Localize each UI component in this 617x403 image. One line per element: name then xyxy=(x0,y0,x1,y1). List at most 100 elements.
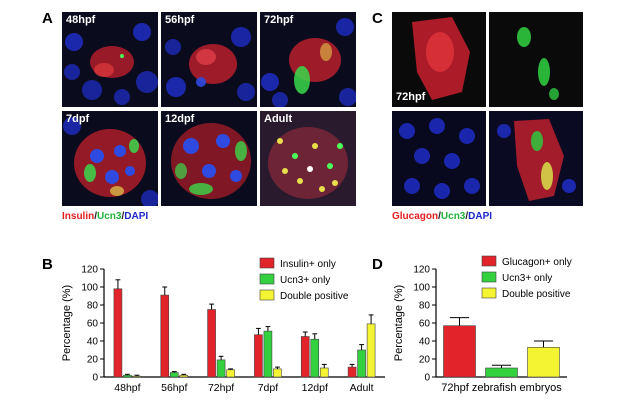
bar xyxy=(366,323,376,378)
bar xyxy=(132,375,142,378)
y-tick-label: 120 xyxy=(413,265,430,276)
y-tick-label: 40 xyxy=(87,337,99,348)
micrograph-adult-art xyxy=(260,111,356,206)
legend-label: Glucagon+ only xyxy=(502,257,572,268)
bar xyxy=(113,288,123,378)
panel-c-letter: C xyxy=(372,10,383,27)
legend-swatch xyxy=(481,255,497,267)
bar xyxy=(179,374,189,378)
micrograph-dapi xyxy=(392,111,486,206)
y-tick-label: 60 xyxy=(419,319,431,330)
micrograph-7dpf-art xyxy=(63,117,158,206)
y-tick-label: 80 xyxy=(87,301,99,312)
micrograph-label: 7dpf xyxy=(66,113,90,125)
micrograph-glucagon: 72hpf xyxy=(392,12,486,107)
x-tick-label: 48hpf xyxy=(114,382,140,394)
caption-separator: / xyxy=(94,211,98,222)
micrograph-48hpf-art xyxy=(64,23,158,105)
bar xyxy=(169,372,179,378)
bar xyxy=(319,367,329,378)
chart-b: 0 20 40 60 80 100 120 Percentage (%) 48hpf 56hpf 7… xyxy=(61,257,385,394)
y-tick-label: 0 xyxy=(92,373,98,384)
panel-b-letter: B xyxy=(42,256,53,273)
bar xyxy=(216,359,226,378)
legend-swatch xyxy=(481,287,497,299)
micrograph-label: 48hpf xyxy=(66,14,96,26)
x-tick-label: 7dpf xyxy=(258,382,279,394)
micrograph-label: 72hpf xyxy=(264,14,294,26)
caption-separator: / xyxy=(465,211,469,222)
micrograph-adult: Adult xyxy=(260,111,356,206)
y-axis-label: Percentage (%) xyxy=(393,285,405,361)
micrograph-label: 12dpf xyxy=(165,113,195,125)
bar xyxy=(300,336,310,378)
bar xyxy=(207,309,216,378)
bar xyxy=(273,368,282,378)
y-tick-label: 20 xyxy=(419,355,431,366)
legend-label: Double positive xyxy=(280,291,349,302)
bar xyxy=(123,374,132,378)
y-axis-label: Percentage (%) xyxy=(61,285,73,361)
legend-swatch xyxy=(259,289,275,301)
micrograph-12dpf: 12dpf xyxy=(161,111,257,206)
chart-d: 0 20 40 60 80 100 120 Percentage (%) 72hpf zebra… xyxy=(393,255,572,394)
y-tick-label: 20 xyxy=(87,355,99,366)
legend-label: Double positive xyxy=(502,289,571,300)
micrograph-glucagon-art xyxy=(392,12,486,107)
legend-label: Ucn3+ only xyxy=(502,273,552,284)
x-tick-label: 72hpf xyxy=(208,382,234,394)
x-axis-label: 72hpf zebrafish embryos xyxy=(441,382,562,394)
x-tick-label: 56hpf xyxy=(161,382,187,394)
micrograph-label: 56hpf xyxy=(165,14,195,26)
bar xyxy=(357,349,366,378)
y-tick-label: 100 xyxy=(413,283,430,294)
y-tick-label: 100 xyxy=(81,283,98,294)
bar xyxy=(226,369,235,378)
micrograph-ucn3-art xyxy=(489,12,583,107)
caption-ucn3: Ucn3 xyxy=(440,211,466,222)
panel-a-letter: A xyxy=(42,10,53,27)
x-tick-label: Adult xyxy=(350,382,374,394)
y-tick-label: 120 xyxy=(81,265,98,276)
micrograph-48hpf: 48hpf xyxy=(62,12,158,107)
legend-swatch xyxy=(259,273,275,285)
caption-separator: / xyxy=(121,211,125,222)
bar xyxy=(485,367,518,378)
panel-d-letter: D xyxy=(372,256,383,273)
legend-swatch xyxy=(481,271,497,283)
micrograph-merge-art xyxy=(489,111,583,206)
micrograph-7dpf: 7dpf xyxy=(62,111,158,206)
micrograph-merge xyxy=(489,111,583,206)
panel-c-stain-caption: Glucagon/Ucn3/DAPI xyxy=(392,211,492,222)
bar xyxy=(160,294,170,378)
y-tick-label: 60 xyxy=(87,319,99,330)
legend-label: Insulin+ only xyxy=(280,259,336,270)
bar xyxy=(443,325,476,378)
bar xyxy=(263,330,273,378)
caption-separator: / xyxy=(438,211,441,222)
caption-glucagon: Glucagon xyxy=(392,211,439,222)
bar xyxy=(527,347,560,378)
micrograph-72hpf-art xyxy=(261,18,356,107)
caption-insulin: Insulin xyxy=(62,211,95,222)
caption-dapi: DAPI xyxy=(468,211,493,222)
legend-swatch xyxy=(259,257,275,269)
bar xyxy=(310,338,320,378)
micrograph-72hpf: 72hpf xyxy=(260,12,356,107)
micrograph-ucn3 xyxy=(489,12,583,107)
bar xyxy=(347,366,357,378)
micrograph-label: Adult xyxy=(264,113,293,125)
y-tick-label: 80 xyxy=(419,301,431,312)
micrograph-12dpf-art xyxy=(171,123,251,199)
x-tick-label: 12dpf xyxy=(302,382,328,394)
micrograph-label: 72hpf xyxy=(396,91,426,103)
micrograph-56hpf: 56hpf xyxy=(161,12,257,107)
micrograph-56hpf-art xyxy=(165,27,255,101)
y-tick-label: 40 xyxy=(419,337,431,348)
caption-dapi: DAPI xyxy=(124,211,149,222)
panel-a-stain-caption: Insulin/Ucn3/DAPI xyxy=(62,211,148,222)
bar xyxy=(254,334,263,378)
caption-ucn3: Ucn3 xyxy=(97,211,122,222)
y-tick-label: 0 xyxy=(424,373,430,384)
legend-label: Ucn3+ only xyxy=(280,275,330,286)
